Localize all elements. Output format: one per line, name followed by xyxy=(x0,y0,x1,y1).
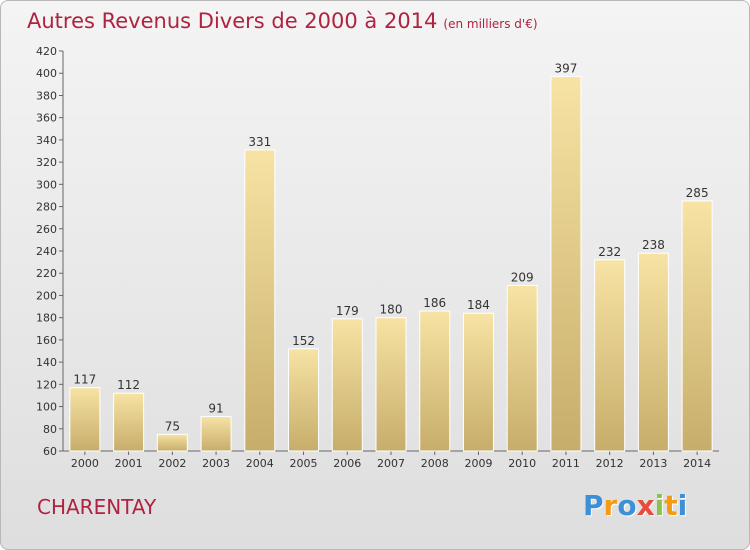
x-tick-label: 2001 xyxy=(115,457,143,470)
bar-2004 xyxy=(244,149,276,452)
x-tick-label: 2006 xyxy=(333,457,361,470)
place-name: CHARENTAY xyxy=(37,495,157,519)
y-tick-label: 400 xyxy=(36,67,57,80)
bar-value-label: 117 xyxy=(73,373,96,387)
bar-2013 xyxy=(637,252,669,452)
x-tick-label: 2013 xyxy=(639,457,667,470)
y-tick-label: 60 xyxy=(43,445,57,458)
y-tick-label: 100 xyxy=(36,401,57,414)
bar-2014 xyxy=(681,200,713,452)
bar-value-label: 75 xyxy=(165,419,180,433)
bar-2001 xyxy=(113,392,145,452)
bar-value-label: 238 xyxy=(642,238,665,252)
y-tick-label: 340 xyxy=(36,134,57,147)
chart-subtitle: (en milliers d'€) xyxy=(443,17,538,31)
bar-2009 xyxy=(462,312,494,452)
bar-2012 xyxy=(594,259,626,452)
bars: 117 112 75 91 331 152 179 180 186 184 209 397 232 238… xyxy=(69,62,713,452)
y-tick-label: 260 xyxy=(36,223,57,236)
y-tick-label: 140 xyxy=(36,356,57,369)
x-tick-label: 2012 xyxy=(596,457,624,470)
bar-value-label: 232 xyxy=(598,245,621,259)
y-tick-label: 420 xyxy=(36,45,57,58)
bar-2008 xyxy=(419,310,451,452)
x-tick-label: 2004 xyxy=(246,457,274,470)
y-tick-label: 220 xyxy=(36,267,57,280)
y-tick-label: 320 xyxy=(36,156,57,169)
bar-2005 xyxy=(288,348,320,452)
y-tick-label: 160 xyxy=(36,334,57,347)
y-tick-label: 80 xyxy=(43,423,57,436)
x-tick-label: 2014 xyxy=(683,457,711,470)
x-tick-label: 2010 xyxy=(508,457,536,470)
bar-value-label: 179 xyxy=(336,304,359,318)
bar-value-label: 186 xyxy=(423,296,446,310)
bar-value-label: 184 xyxy=(467,298,490,312)
bar-2002 xyxy=(156,433,188,452)
x-tick-label: 2007 xyxy=(377,457,405,470)
bar-2011 xyxy=(550,76,582,452)
x-tick-label: 2002 xyxy=(158,457,186,470)
y-tick-label: 240 xyxy=(36,245,57,258)
bar-value-label: 152 xyxy=(292,334,315,348)
chart-title: Autres Revenus Divers de 2000 à 2014 (en … xyxy=(27,9,538,33)
y-tick-label: 120 xyxy=(36,378,57,391)
y-tick-label: 300 xyxy=(36,178,57,191)
proxiti-logo[interactable]: Proxiti xyxy=(583,489,688,522)
bar-value-label: 180 xyxy=(380,303,403,317)
bar-value-label: 331 xyxy=(248,135,271,149)
bar-value-label: 91 xyxy=(208,402,223,416)
bar-value-label: 285 xyxy=(686,186,709,200)
bar-2003 xyxy=(200,416,232,452)
bar-2006 xyxy=(331,318,363,452)
x-tick-label: 2005 xyxy=(290,457,318,470)
bar-value-label: 112 xyxy=(117,378,140,392)
x-tick-label: 2003 xyxy=(202,457,230,470)
bar-2007 xyxy=(375,317,407,452)
bar-2010 xyxy=(506,284,538,452)
bar-value-label: 209 xyxy=(511,270,534,284)
y-tick-label: 280 xyxy=(36,201,57,214)
x-tick-label: 2011 xyxy=(552,457,580,470)
x-tick-label: 2009 xyxy=(464,457,492,470)
axes: 60 80 100 120 140 160 180 200 220 240 260 280 300 320… xyxy=(36,45,719,470)
y-tick-label: 380 xyxy=(36,89,57,102)
y-tick-label: 200 xyxy=(36,289,57,302)
bar-2000 xyxy=(69,387,101,452)
y-tick-label: 180 xyxy=(36,312,57,325)
x-tick-label: 2008 xyxy=(421,457,449,470)
y-tick-label: 360 xyxy=(36,112,57,125)
x-tick-label: 2000 xyxy=(71,457,99,470)
bar-value-label: 397 xyxy=(554,62,577,76)
